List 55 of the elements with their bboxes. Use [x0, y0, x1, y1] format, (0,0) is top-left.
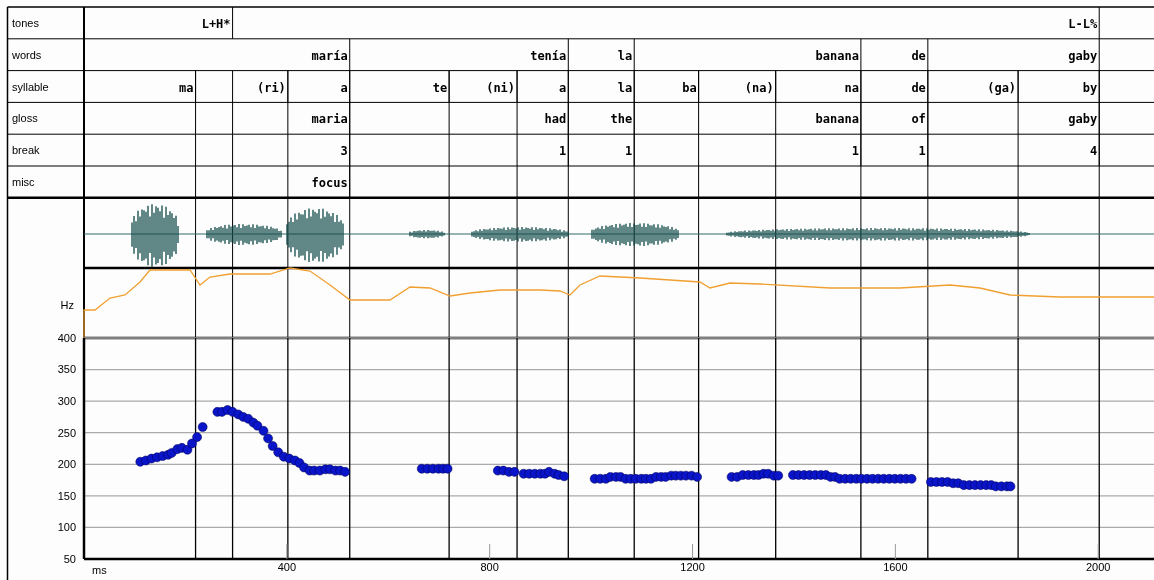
y-tick-label: 50: [63, 552, 76, 565]
text: 1: [918, 144, 926, 159]
x-tick-label: 1600: [883, 560, 908, 573]
text: words: [11, 48, 42, 61]
y-tick-label: 300: [57, 395, 76, 408]
text: la: [617, 80, 633, 95]
text: tones: [12, 16, 40, 29]
text: 3: [340, 144, 348, 159]
text: banana: [815, 112, 859, 127]
text: syllable: [12, 80, 49, 93]
y-tick-label: 200: [57, 458, 76, 471]
text: (ga): [987, 80, 1017, 95]
x-tick-label: 2000: [1085, 560, 1111, 573]
y-axis-title: Hz: [60, 299, 74, 311]
x-tick-label: 400: [277, 560, 297, 573]
text: 1: [559, 144, 567, 159]
text: maria: [311, 112, 348, 127]
text: of: [911, 112, 926, 127]
text: gloss: [12, 112, 39, 125]
text: a: [340, 80, 348, 95]
text: ba: [682, 80, 697, 95]
text: 4: [1090, 144, 1098, 159]
text: maría: [311, 48, 348, 63]
text: break: [12, 144, 41, 157]
text: L+H*: [201, 16, 231, 31]
y-tick-label: 350: [57, 363, 76, 376]
text: by: [1082, 80, 1098, 95]
x-axis-title: ms: [92, 564, 108, 576]
text: ma: [179, 80, 194, 95]
text: (na): [744, 80, 774, 95]
text: had: [544, 112, 567, 127]
text: a: [559, 80, 567, 95]
text: de: [911, 80, 926, 95]
text: 1: [851, 144, 859, 159]
y-tick-label: 150: [57, 489, 76, 502]
text: (ni): [486, 80, 516, 95]
text: te: [432, 80, 448, 95]
text: la: [617, 48, 633, 63]
text: gaby: [1068, 112, 1098, 127]
y-tick-label: 250: [57, 426, 76, 439]
text: gaby: [1068, 48, 1098, 63]
text: banana: [815, 48, 859, 63]
text: misc: [12, 175, 36, 188]
x-tick-label: 1200: [680, 560, 705, 573]
text: the: [610, 112, 633, 127]
y-tick-label: 400: [57, 331, 76, 344]
y-tick-label: 100: [57, 521, 76, 534]
text: focus: [311, 175, 348, 190]
text: tenía: [530, 48, 567, 63]
text: 1: [624, 144, 633, 159]
text: na: [844, 80, 859, 95]
text: de: [911, 48, 926, 63]
text: L-L%: [1068, 16, 1098, 31]
text: (ri): [256, 80, 286, 95]
x-tick-label: 800: [480, 560, 499, 573]
